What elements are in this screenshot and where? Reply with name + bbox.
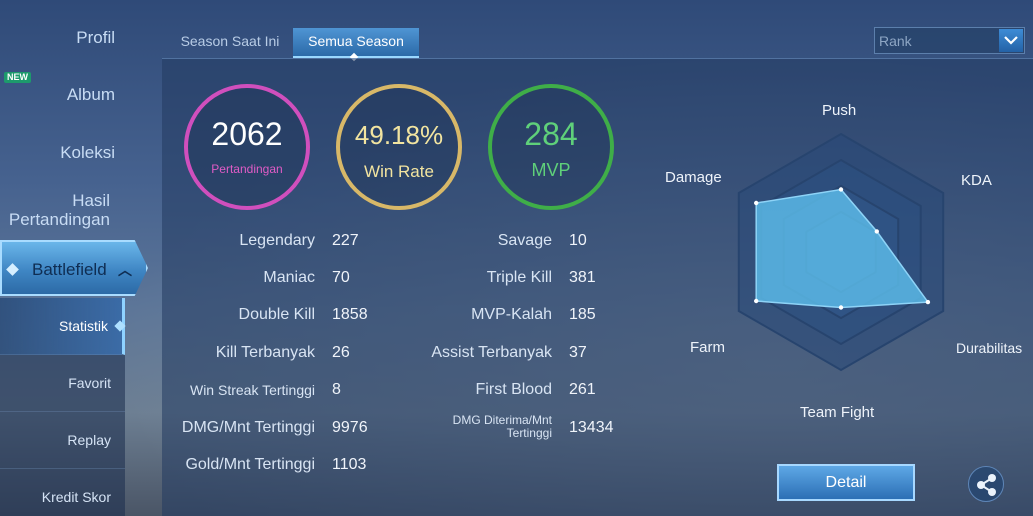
share-icon xyxy=(977,474,996,496)
stat-label-line: Tertinggi xyxy=(506,426,552,440)
tab-season-saat-ini[interactable]: Season Saat Ini xyxy=(170,28,290,58)
radar-point xyxy=(754,200,759,206)
stat-label: MVP-Kalah xyxy=(471,306,552,323)
winrate-value: 49.18% xyxy=(354,120,444,150)
stat-value: 227 xyxy=(332,232,359,249)
winrate-label: Win Rate xyxy=(364,162,434,181)
sidebar-item-album[interactable]: Album xyxy=(0,85,115,104)
diamond-icon xyxy=(114,320,126,332)
matches-label: Pertandingan xyxy=(211,162,283,176)
mvp-label: MVP xyxy=(531,160,571,180)
submenu-item-label: Replay xyxy=(67,432,111,448)
sidebar-item-label: Profil xyxy=(76,28,115,47)
new-badge: NEW xyxy=(4,72,31,83)
stat-label: Gold/Mnt Tertinggi xyxy=(185,456,315,473)
sidebar-item-battlefield[interactable]: Battlefield ︿ xyxy=(0,240,148,296)
stat-label: Triple Kill xyxy=(486,269,552,286)
submenu-item-label: Statistik xyxy=(58,318,108,334)
mvp-circle: 284 MVP xyxy=(488,84,614,210)
submenu-item-kredit-skor[interactable]: Kredit Skor xyxy=(0,469,125,516)
stat-value: 1103 xyxy=(332,456,367,473)
stat-label: Double Kill xyxy=(238,306,315,323)
ability-radar xyxy=(737,132,945,372)
stat-value: 9976 xyxy=(332,419,368,436)
stat-label: Kill Terbanyak xyxy=(215,344,315,361)
tab-semua-season[interactable]: Semua Season xyxy=(293,28,419,62)
submenu-item-label: Kredit Skor xyxy=(41,489,111,505)
mode-dropdown[interactable]: Rank xyxy=(874,27,1025,54)
sidebar-item-label: Album xyxy=(66,85,115,104)
winrate-circle: 49.18% Win Rate xyxy=(336,84,462,210)
tab-label: Semua Season xyxy=(308,33,404,49)
radar-label-kda: KDA xyxy=(961,172,992,189)
radar-point xyxy=(874,229,879,234)
submenu-item-statistik[interactable]: Statistik xyxy=(0,298,126,355)
diamond-icon xyxy=(6,263,19,276)
sidebar: Profil NEW Album Koleksi Hasil Pertandin… xyxy=(0,0,150,516)
stat-value: 13434 xyxy=(569,419,614,436)
stat-value: 8 xyxy=(332,381,341,398)
stat-value: 185 xyxy=(569,306,596,323)
radar-point xyxy=(754,298,759,304)
stat-label-line: DMG Diterima/Mnt xyxy=(452,413,552,427)
detail-button-label: Detail xyxy=(825,474,867,491)
detail-button[interactable]: Detail xyxy=(777,464,915,501)
mvp-value: 284 xyxy=(524,116,578,152)
battlefield-label: Battlefield xyxy=(32,260,107,279)
radar-label-durability: Durabilitas xyxy=(956,340,1023,356)
submenu-item-replay[interactable]: Replay xyxy=(0,412,125,469)
stat-value: 70 xyxy=(332,269,350,286)
sidebar-item-hasil-pertandingan[interactable]: Hasil Pertandingan xyxy=(0,191,110,229)
stat-value: 261 xyxy=(569,381,596,398)
radar-label-farm: Farm xyxy=(690,339,725,356)
share-button[interactable] xyxy=(968,466,1004,502)
stat-label: First Blood xyxy=(475,381,552,398)
sidebar-item-koleksi[interactable]: Koleksi xyxy=(0,143,115,162)
radar-label-damage: Damage xyxy=(665,169,722,186)
stat-label: Maniac xyxy=(263,269,315,286)
radar-point xyxy=(838,187,844,192)
matches-value: 2062 xyxy=(211,116,283,152)
sidebar-item-label: Hasil xyxy=(72,191,110,210)
stat-label: DMG/Mnt Tertinggi xyxy=(181,419,315,436)
stat-label: Legendary xyxy=(239,232,315,249)
radar-label-teamfight: Team Fight xyxy=(800,404,875,421)
chevron-up-icon: ︿ xyxy=(118,262,132,278)
stat-value: 26 xyxy=(332,344,350,361)
stat-value: 1858 xyxy=(332,306,368,323)
dropdown-value: Rank xyxy=(879,33,912,49)
radar-point xyxy=(838,305,844,310)
sidebar-item-profil[interactable]: Profil xyxy=(0,28,115,47)
stat-value: 37 xyxy=(569,344,587,361)
radar-label-push: Push xyxy=(822,102,857,119)
chevron-down-icon[interactable] xyxy=(999,29,1023,52)
radar-point xyxy=(925,299,931,305)
submenu-item-favorit[interactable]: Favorit xyxy=(0,355,125,412)
sidebar-item-label: Koleksi xyxy=(60,143,115,162)
stat-value: 381 xyxy=(569,269,596,286)
submenu-item-label: Favorit xyxy=(68,375,111,391)
tab-label: Season Saat Ini xyxy=(180,33,280,49)
stat-label: DMG Diterima/Mnt Tertinggi xyxy=(380,414,552,440)
sidebar-item-label: Pertandingan xyxy=(8,210,110,229)
stat-label: Assist Terbanyak xyxy=(431,344,552,361)
stat-label: Win Streak Tertinggi xyxy=(189,382,315,398)
stat-value: 10 xyxy=(569,232,587,249)
stat-label: Savage xyxy=(497,232,552,249)
matches-circle: 2062 Pertandingan xyxy=(184,84,310,210)
battlefield-submenu: Statistik Favorit Replay Kredit Skor xyxy=(0,298,126,516)
